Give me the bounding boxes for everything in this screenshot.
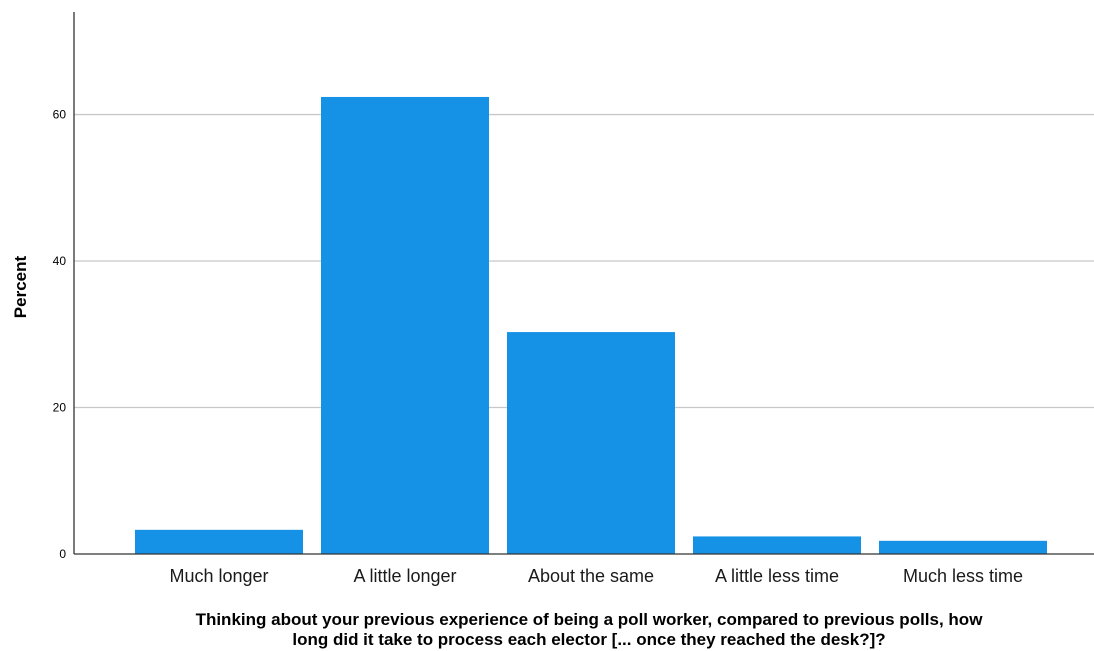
x-tick-label: A little longer (353, 566, 456, 586)
bar (135, 529, 303, 554)
x-axis-title-line-1: Thinking about your previous experience … (196, 610, 984, 629)
y-tick-label: 0 (59, 547, 66, 561)
y-tick-label: 40 (53, 254, 67, 268)
x-axis-title-line-2: long did it take to process each elector… (292, 630, 885, 649)
bar (879, 540, 1047, 554)
x-tick-label: About the same (528, 566, 654, 586)
y-tick-labels: 0 20 40 60 (53, 108, 67, 561)
bars (135, 96, 1047, 555)
x-tick-label: Much less time (903, 566, 1023, 586)
y-tick-label: 20 (53, 401, 67, 415)
x-tick-label: A little less time (715, 566, 839, 586)
x-tick-labels: Much longer A little longer About the same… (169, 566, 1023, 586)
x-tick-label: Much longer (169, 566, 268, 586)
y-axis-title: Percent (11, 255, 30, 318)
bar (693, 536, 861, 554)
y-tick-label: 60 (53, 108, 67, 122)
bar (321, 96, 489, 555)
bar (507, 332, 675, 554)
